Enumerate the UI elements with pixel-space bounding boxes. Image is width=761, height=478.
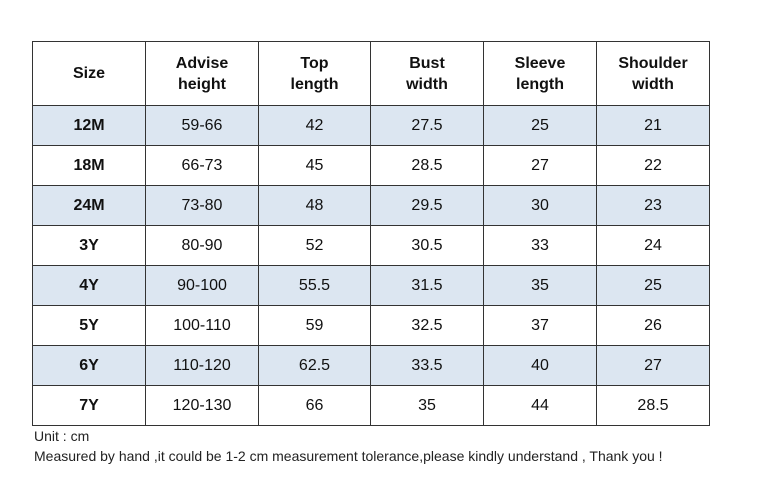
header-top-length: Top length: [258, 41, 371, 106]
advise-height-cell: 100-110: [145, 305, 259, 346]
sleeve-length-cell: 37: [483, 305, 597, 346]
shoulder-width-cell: 22: [596, 145, 710, 186]
bust-width-cell: 33.5: [370, 345, 484, 386]
sleeve-length-cell: 30: [483, 185, 597, 226]
top-length-cell: 59: [258, 305, 371, 346]
size-cell: 7Y: [32, 385, 146, 426]
size-cell: 12M: [32, 105, 146, 146]
table-row: 12M 59-66 42 27.5 25 21: [32, 105, 710, 146]
shoulder-width-cell: 23: [596, 185, 710, 226]
size-cell: 18M: [32, 145, 146, 186]
sleeve-length-cell: 40: [483, 345, 597, 386]
bust-width-cell: 29.5: [370, 185, 484, 226]
size-cell: 4Y: [32, 265, 146, 306]
table-row: 4Y 90-100 55.5 31.5 35 25: [32, 265, 710, 306]
header-size: Size: [32, 41, 146, 106]
top-length-cell: 42: [258, 105, 371, 146]
measurement-notes: Unit : cm Measured by hand ,it could be …: [34, 426, 663, 466]
size-cell: 24M: [32, 185, 146, 226]
bust-width-cell: 28.5: [370, 145, 484, 186]
advise-height-cell: 110-120: [145, 345, 259, 386]
bust-width-cell: 30.5: [370, 225, 484, 266]
sleeve-length-cell: 25: [483, 105, 597, 146]
bust-width-cell: 31.5: [370, 265, 484, 306]
size-chart-table: Size Advise height Top length Bust width Sl…: [32, 41, 710, 426]
top-length-cell: 62.5: [258, 345, 371, 386]
shoulder-width-cell: 28.5: [596, 385, 710, 426]
table-row: 18M 66-73 45 28.5 27 22: [32, 145, 710, 186]
table-row: 6Y 110-120 62.5 33.5 40 27: [32, 345, 710, 386]
bust-width-cell: 35: [370, 385, 484, 426]
header-row: Size Advise height Top length Bust width Sl…: [32, 41, 710, 106]
top-length-cell: 48: [258, 185, 371, 226]
size-cell: 3Y: [32, 225, 146, 266]
table-row: 24M 73-80 48 29.5 30 23: [32, 185, 710, 226]
bust-width-cell: 27.5: [370, 105, 484, 146]
advise-height-cell: 120-130: [145, 385, 259, 426]
header-advise-height: Advise height: [145, 41, 259, 106]
header-sleeve-length: Sleeve length: [483, 41, 597, 106]
advise-height-cell: 73-80: [145, 185, 259, 226]
tolerance-note: Measured by hand ,it could be 1-2 cm mea…: [34, 448, 663, 464]
sleeve-length-cell: 27: [483, 145, 597, 186]
shoulder-width-cell: 24: [596, 225, 710, 266]
shoulder-width-cell: 25: [596, 265, 710, 306]
bust-width-cell: 32.5: [370, 305, 484, 346]
top-length-cell: 52: [258, 225, 371, 266]
table-row: 5Y 100-110 59 32.5 37 26: [32, 305, 710, 346]
advise-height-cell: 80-90: [145, 225, 259, 266]
advise-height-cell: 90-100: [145, 265, 259, 306]
unit-note: Unit : cm: [34, 428, 90, 444]
top-length-cell: 55.5: [258, 265, 371, 306]
shoulder-width-cell: 21: [596, 105, 710, 146]
size-cell: 6Y: [32, 345, 146, 386]
advise-height-cell: 66-73: [145, 145, 259, 186]
shoulder-width-cell: 27: [596, 345, 710, 386]
top-length-cell: 66: [258, 385, 371, 426]
sleeve-length-cell: 33: [483, 225, 597, 266]
table-row: 3Y 80-90 52 30.5 33 24: [32, 225, 710, 266]
advise-height-cell: 59-66: [145, 105, 259, 146]
shoulder-width-cell: 26: [596, 305, 710, 346]
sleeve-length-cell: 35: [483, 265, 597, 306]
top-length-cell: 45: [258, 145, 371, 186]
header-bust-width: Bust width: [370, 41, 484, 106]
header-shoulder-width: Shoulder width: [596, 41, 710, 106]
size-cell: 5Y: [32, 305, 146, 346]
table-row: 7Y 120-130 66 35 44 28.5: [32, 385, 710, 426]
sleeve-length-cell: 44: [483, 385, 597, 426]
